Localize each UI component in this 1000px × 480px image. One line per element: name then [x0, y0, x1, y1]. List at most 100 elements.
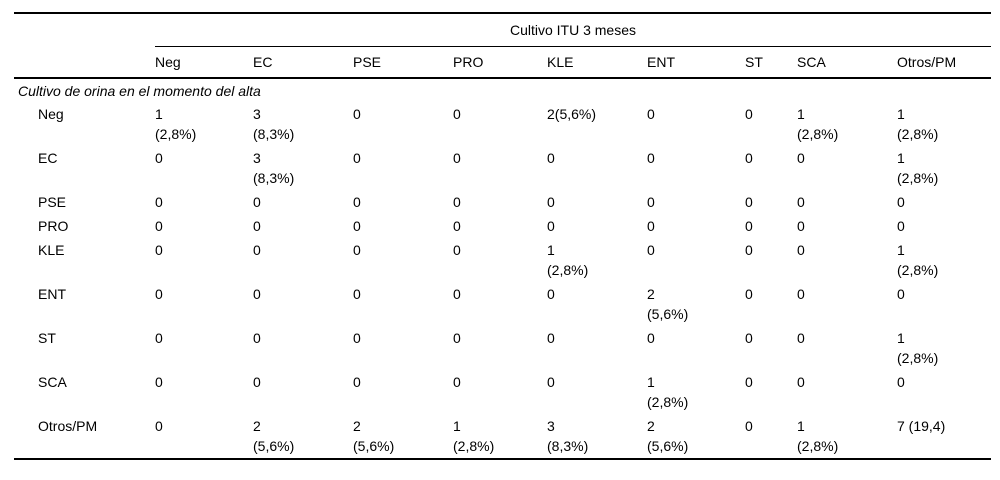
table-cell: 0: [155, 286, 163, 302]
table-cell: 2 (5,6%): [253, 418, 295, 454]
table-cell: 1 (2,8%): [453, 418, 495, 454]
table-cell: 0: [253, 330, 261, 346]
table-cell: 1 (2,8%): [797, 418, 839, 454]
table-cell: 0: [547, 330, 555, 346]
table-cell: 0: [353, 218, 361, 234]
table-body: Cultivo de orina en el momento del alta …: [14, 78, 991, 459]
spanner-header-row: Cultivo ITU 3 meses: [14, 13, 991, 47]
table-cell: 0: [745, 218, 753, 234]
table-cell: 0: [897, 286, 905, 302]
section-row: Cultivo de orina en el momento del alta: [14, 78, 991, 102]
table-cell: 0: [745, 106, 753, 122]
table-row: PSE 0 0 0 0 0 0 0 0 0: [14, 190, 991, 214]
table-cell: 0: [453, 374, 461, 390]
table-cell: 0: [453, 106, 461, 122]
table-cell: 0: [745, 374, 753, 390]
table-cell: 0: [647, 330, 655, 346]
column-header-st: ST: [745, 46, 797, 79]
table-row: Neg 1 (2,8%) 3 (8,3%) 0 0 2(5,6%) 0 0 1 (2,8%) 1 …: [14, 102, 991, 146]
table-row: SCA 0 0 0 0 0 1 (2,8%) 0 0 0: [14, 370, 991, 414]
table-cell: 0: [453, 194, 461, 210]
column-header-otros: Otros/PM: [897, 46, 991, 79]
table-cell: 1 (2,8%): [897, 106, 939, 142]
table-cell: 0: [647, 194, 655, 210]
crosstab-table: Cultivo ITU 3 meses Neg EC PSE PRO KLE E…: [14, 12, 991, 460]
table-cell: 0: [797, 150, 805, 166]
table-cell: 1 (2,8%): [897, 330, 939, 366]
table-cell: 0: [253, 194, 261, 210]
table-cell: 0: [155, 418, 163, 434]
row-label: Otros/PM: [38, 418, 98, 434]
table-cell: 1 (2,8%): [797, 106, 839, 142]
table-row: ENT 0 0 0 0 0 2 (5,6%) 0 0 0: [14, 282, 991, 326]
table-cell: 0: [797, 218, 805, 234]
table-cell: 3 (8,3%): [547, 418, 589, 454]
table-cell: 0: [253, 374, 261, 390]
table-cell: 3 (8,3%): [253, 106, 295, 142]
table-cell: 0: [897, 374, 905, 390]
table-cell: 0: [745, 242, 753, 258]
table-cell: 2 (5,6%): [353, 418, 395, 454]
table-cell: 0: [897, 194, 905, 210]
column-header-neg: Neg: [155, 46, 253, 79]
table-cell: 0: [155, 242, 163, 258]
spanner-header: Cultivo ITU 3 meses: [155, 13, 991, 47]
table-cell: 0: [353, 286, 361, 302]
table-cell: 0: [547, 374, 555, 390]
table-cell: 0: [155, 218, 163, 234]
column-header-ent: ENT: [647, 46, 745, 79]
table-cell: 0: [453, 286, 461, 302]
table-cell: 2 (5,6%): [647, 286, 689, 322]
table-cell: 0: [253, 242, 261, 258]
column-header-pro: PRO: [453, 46, 547, 79]
table-cell: 0: [647, 106, 655, 122]
table-cell: 0: [745, 194, 753, 210]
table-cell: 0: [647, 242, 655, 258]
table-cell: 1 (2,8%): [155, 106, 197, 142]
table-cell: 0: [745, 418, 753, 434]
table-cell: 3 (8,3%): [253, 150, 295, 186]
table-cell: 0: [797, 194, 805, 210]
table-cell: 0: [897, 218, 905, 234]
table-cell: 0: [547, 286, 555, 302]
table-cell: 2(5,6%): [547, 106, 597, 122]
table-cell: 0: [797, 286, 805, 302]
table-cell: 0: [353, 242, 361, 258]
table-cell: 7 (19,4): [897, 418, 946, 434]
row-label: EC: [38, 150, 58, 166]
row-label: PRO: [38, 218, 69, 234]
table-cell: 0: [253, 286, 261, 302]
row-label: ENT: [38, 286, 66, 302]
table-cell: 0: [353, 150, 361, 166]
table-row: KLE 0 0 0 0 1 (2,8%) 0 0 0 1 (2,8%): [14, 238, 991, 282]
table-cell: 0: [453, 218, 461, 234]
row-label: PSE: [38, 194, 67, 210]
table-cell: 1 (2,8%): [897, 242, 939, 278]
table-cell: 0: [453, 150, 461, 166]
column-header-row: Neg EC PSE PRO KLE ENT ST SCA Otros/PM: [14, 46, 991, 79]
table-cell: 0: [797, 374, 805, 390]
table-cell: 1 (2,8%): [897, 150, 939, 186]
table-row: PRO 0 0 0 0 0 0 0 0 0: [14, 214, 991, 238]
table-cell: 1 (2,8%): [547, 242, 589, 278]
table-cell: 0: [797, 330, 805, 346]
table-cell: 0: [647, 218, 655, 234]
table-cell: 0: [547, 194, 555, 210]
section-header: Cultivo de orina en el momento del alta: [18, 83, 261, 99]
table-cell: 0: [647, 150, 655, 166]
table-row: Otros/PM 0 2 (5,6%) 2 (5,6%) 1 (2,8%) 3 (8,3%…: [14, 414, 991, 459]
table-cell: 1 (2,8%): [647, 374, 689, 410]
table-cell: 0: [155, 374, 163, 390]
column-header-ec: EC: [253, 46, 353, 79]
table-cell: 0: [155, 194, 163, 210]
stub-cell: [14, 46, 155, 79]
table-cell: 0: [155, 150, 163, 166]
table-row: EC 0 3 (8,3%) 0 0 0 0 0 0 1 (2,8%): [14, 146, 991, 190]
row-label: KLE: [38, 242, 65, 258]
column-header-kle: KLE: [547, 46, 647, 79]
column-header-pse: PSE: [353, 46, 453, 79]
table-cell: 0: [353, 194, 361, 210]
table-cell: 0: [745, 286, 753, 302]
table-cell: 0: [155, 330, 163, 346]
